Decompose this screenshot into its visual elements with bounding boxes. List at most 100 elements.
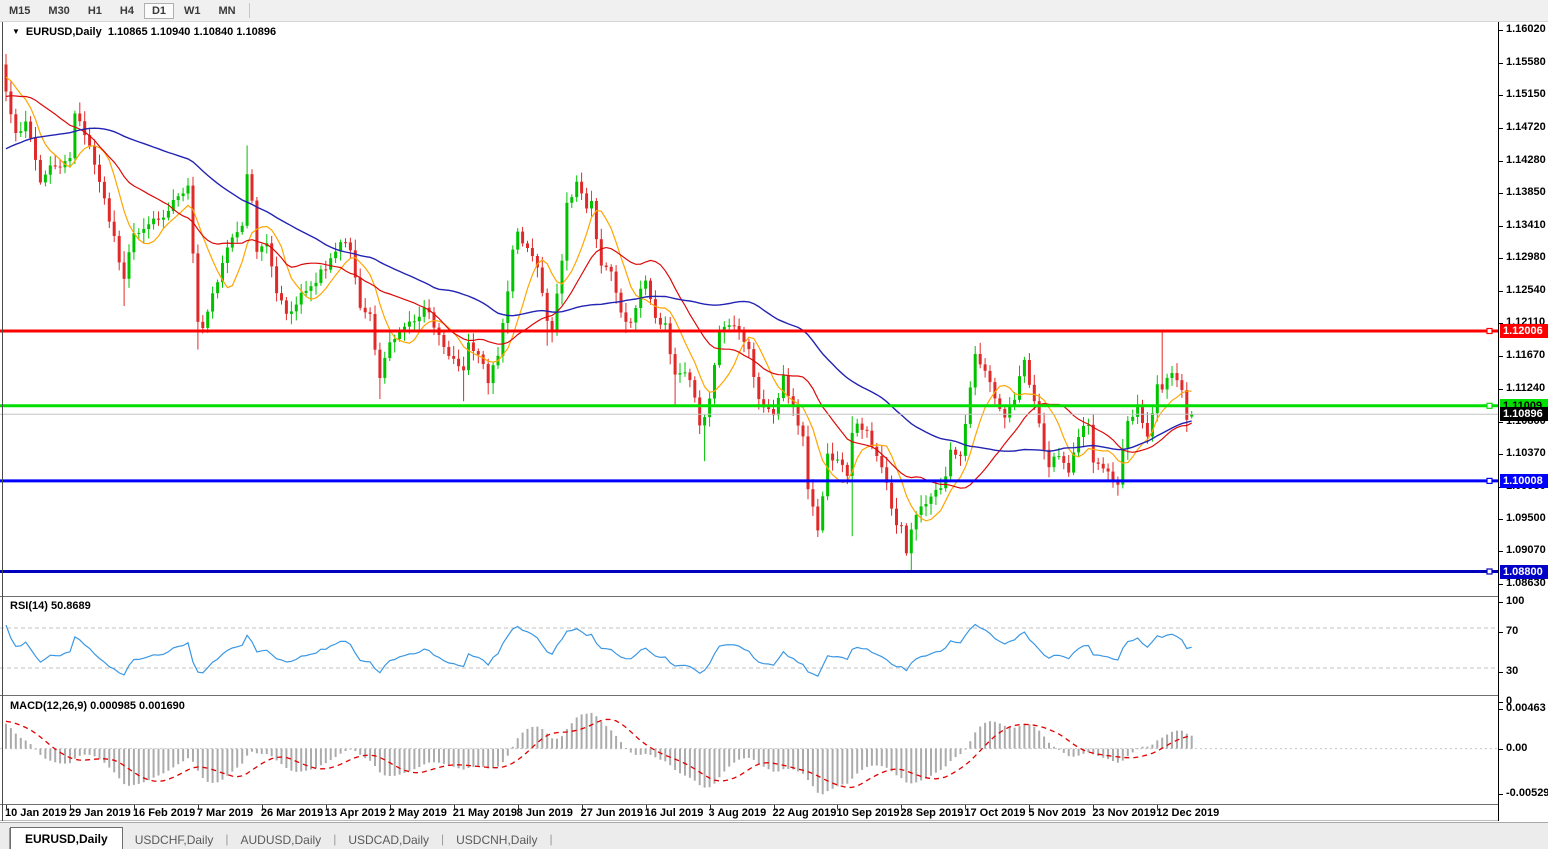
- time-scale-tick: [453, 805, 455, 809]
- price-scale-tick: [1499, 356, 1503, 358]
- price-tick-label: 1.14720: [1506, 120, 1546, 133]
- date-label: 17 Oct 2019: [964, 807, 1026, 819]
- date-label: 7 Mar 2019: [196, 807, 254, 819]
- date-label: 16 Feb 2019: [132, 807, 196, 819]
- rsi-splitter[interactable]: [0, 596, 1498, 597]
- tab-usdcad-daily[interactable]: USDCAD,Daily: [348, 833, 429, 847]
- date-label: 22 Aug 2019: [772, 807, 837, 819]
- time-scale-tick: [901, 805, 903, 809]
- price-tick-label: 1.08630: [1506, 577, 1546, 590]
- time-scale-tick: [1093, 805, 1095, 809]
- price-tick-label: 1.13410: [1506, 218, 1546, 231]
- rsi-value: 50.8689: [50, 600, 91, 612]
- date-label: 2 May 2019: [388, 807, 447, 819]
- date-label: 16 Jul 2019: [644, 807, 704, 819]
- time-axis-line: [0, 804, 1498, 805]
- price-tick-label: 1.16020: [1506, 23, 1546, 35]
- date-label: 10 Jan 2019: [5, 807, 67, 819]
- date-label: 23 Nov 2019: [1092, 807, 1156, 819]
- support-navy-price-badge: 1.08800: [1500, 564, 1548, 579]
- price-scale-tick: [1499, 421, 1503, 423]
- time-scale-tick: [261, 805, 263, 809]
- price-tick-label: 1.09500: [1506, 512, 1546, 524]
- chart-left-border: [2, 22, 3, 821]
- price-scale-tick: [1499, 95, 1503, 97]
- timeframe-w1-button[interactable]: W1: [184, 4, 201, 17]
- price-scale-tick: [1499, 30, 1503, 31]
- rsi-tick-label: 100: [1506, 595, 1525, 607]
- time-scale-tick: [6, 805, 7, 809]
- time-scale-tick: [709, 805, 711, 809]
- timeframe-h1-button[interactable]: H1: [87, 4, 102, 17]
- date-label: 12 Dec 2019: [1156, 807, 1220, 819]
- price-tick-label: 1.15580: [1506, 56, 1546, 68]
- chart-header: ▼ EURUSD,Daily 1.10865 1.10940 1.10840 1.…: [12, 26, 276, 38]
- price-scale-tick: [1499, 388, 1503, 390]
- time-scale-tick: [645, 805, 647, 809]
- rsi-tick-label: 30: [1506, 665, 1519, 677]
- price-scale-tick: [1499, 258, 1503, 259]
- date-label: 27 Jun 2019: [580, 807, 643, 819]
- timeframe-toolbar: M15 M30 H1 H4 D1 W1 MN: [0, 0, 1548, 22]
- tab-usdchf-daily[interactable]: USDCHF,Daily: [134, 833, 214, 847]
- price-scale-tick: [1499, 453, 1503, 455]
- ohlc-quotes: 1.10865 1.10940 1.10840 1.10896: [107, 26, 277, 38]
- time-scale-tick: [69, 805, 71, 809]
- symbol-dropdown-icon[interactable]: ▼: [12, 27, 20, 36]
- date-label: 8 Jun 2019: [516, 807, 573, 819]
- price-scale-tick: [1499, 602, 1503, 603]
- timeframe-m15-button[interactable]: M15: [9, 4, 31, 17]
- chart-tab-bar: EURUSD,Daily USDCHF,Daily | AUDUSD,Daily…: [0, 822, 1548, 849]
- macd-tick-label: 0.00: [1506, 741, 1528, 754]
- date-label: 26 Mar 2019: [260, 807, 324, 819]
- price-scale-tick: [1499, 160, 1503, 162]
- symbol-title: EURUSD,Daily: [25, 26, 102, 38]
- price-tick-label: 1.09070: [1506, 544, 1546, 557]
- time-scale-tick: [133, 805, 135, 809]
- macd-splitter[interactable]: [0, 695, 1498, 696]
- tab-eurusd-daily[interactable]: EURUSD,Daily: [10, 827, 123, 849]
- chart-bottom-border: [0, 820, 1498, 821]
- time-scale-tick: [389, 805, 391, 809]
- price-scale-tick: [1499, 192, 1503, 194]
- macd-tick-label: 0.00463: [1506, 701, 1546, 714]
- rsi-tick-label: 70: [1506, 625, 1519, 637]
- date-label: 28 Sep 2019: [900, 807, 964, 819]
- tab-audusd-daily[interactable]: AUDUSD,Daily: [240, 833, 322, 847]
- price-scale-tick: [1499, 323, 1503, 325]
- price-tick-label: 1.15150: [1506, 88, 1546, 101]
- price-tick-label: 1.10370: [1506, 446, 1546, 459]
- price-scale[interactable]: 1.12006 1.11009 1.10896 1.10008 1.08800 …: [1498, 22, 1548, 821]
- tab-usdcnh-daily[interactable]: USDCNH,Daily: [456, 833, 538, 847]
- time-scale-tick: [581, 805, 583, 809]
- date-label: 5 Nov 2019: [1028, 807, 1086, 819]
- price-scale-tick: [1499, 584, 1503, 586]
- timeframe-d1-button[interactable]: D1: [143, 2, 174, 19]
- timeframe-mn-button[interactable]: MN: [218, 4, 236, 17]
- rsi-indicator-pane[interactable]: [0, 598, 1498, 695]
- price-scale-tick: [1499, 519, 1503, 520]
- rsi-label: RSI(14) 50.8689: [10, 600, 91, 612]
- price-tick-label: 1.12540: [1506, 284, 1546, 296]
- date-label: 21 May 2019: [452, 807, 517, 819]
- time-scale-tick: [965, 805, 967, 809]
- time-scale-tick: [517, 805, 519, 809]
- rsi-tick-label: 0: [1506, 695, 1513, 707]
- timeframe-m30-button[interactable]: M30: [48, 4, 70, 17]
- tab-separator: |: [225, 832, 229, 846]
- macd-indicator-pane[interactable]: [0, 697, 1498, 804]
- price-tick-label: 1.12980: [1506, 251, 1546, 263]
- tab-separator: |: [549, 832, 553, 846]
- price-scale-tick: [1499, 702, 1503, 703]
- time-scale-tick: [1029, 805, 1031, 809]
- timeframe-h4-button[interactable]: H4: [119, 4, 134, 17]
- main-price-chart[interactable]: [0, 22, 1498, 596]
- price-scale-tick: [1499, 672, 1503, 673]
- time-scale[interactable]: 10 Jan 2019 29 Jan 2019 16 Feb 2019 7 Mar 2…: [0, 805, 1498, 821]
- tab-bar-notch: [0, 828, 10, 849]
- time-scale-tick: [837, 805, 839, 809]
- price-scale-tick: [1499, 708, 1503, 710]
- price-tick-label: 1.13850: [1506, 185, 1546, 198]
- date-label: 13 Apr 2019: [324, 807, 387, 819]
- resistance-price-badge: 1.12006: [1500, 324, 1548, 339]
